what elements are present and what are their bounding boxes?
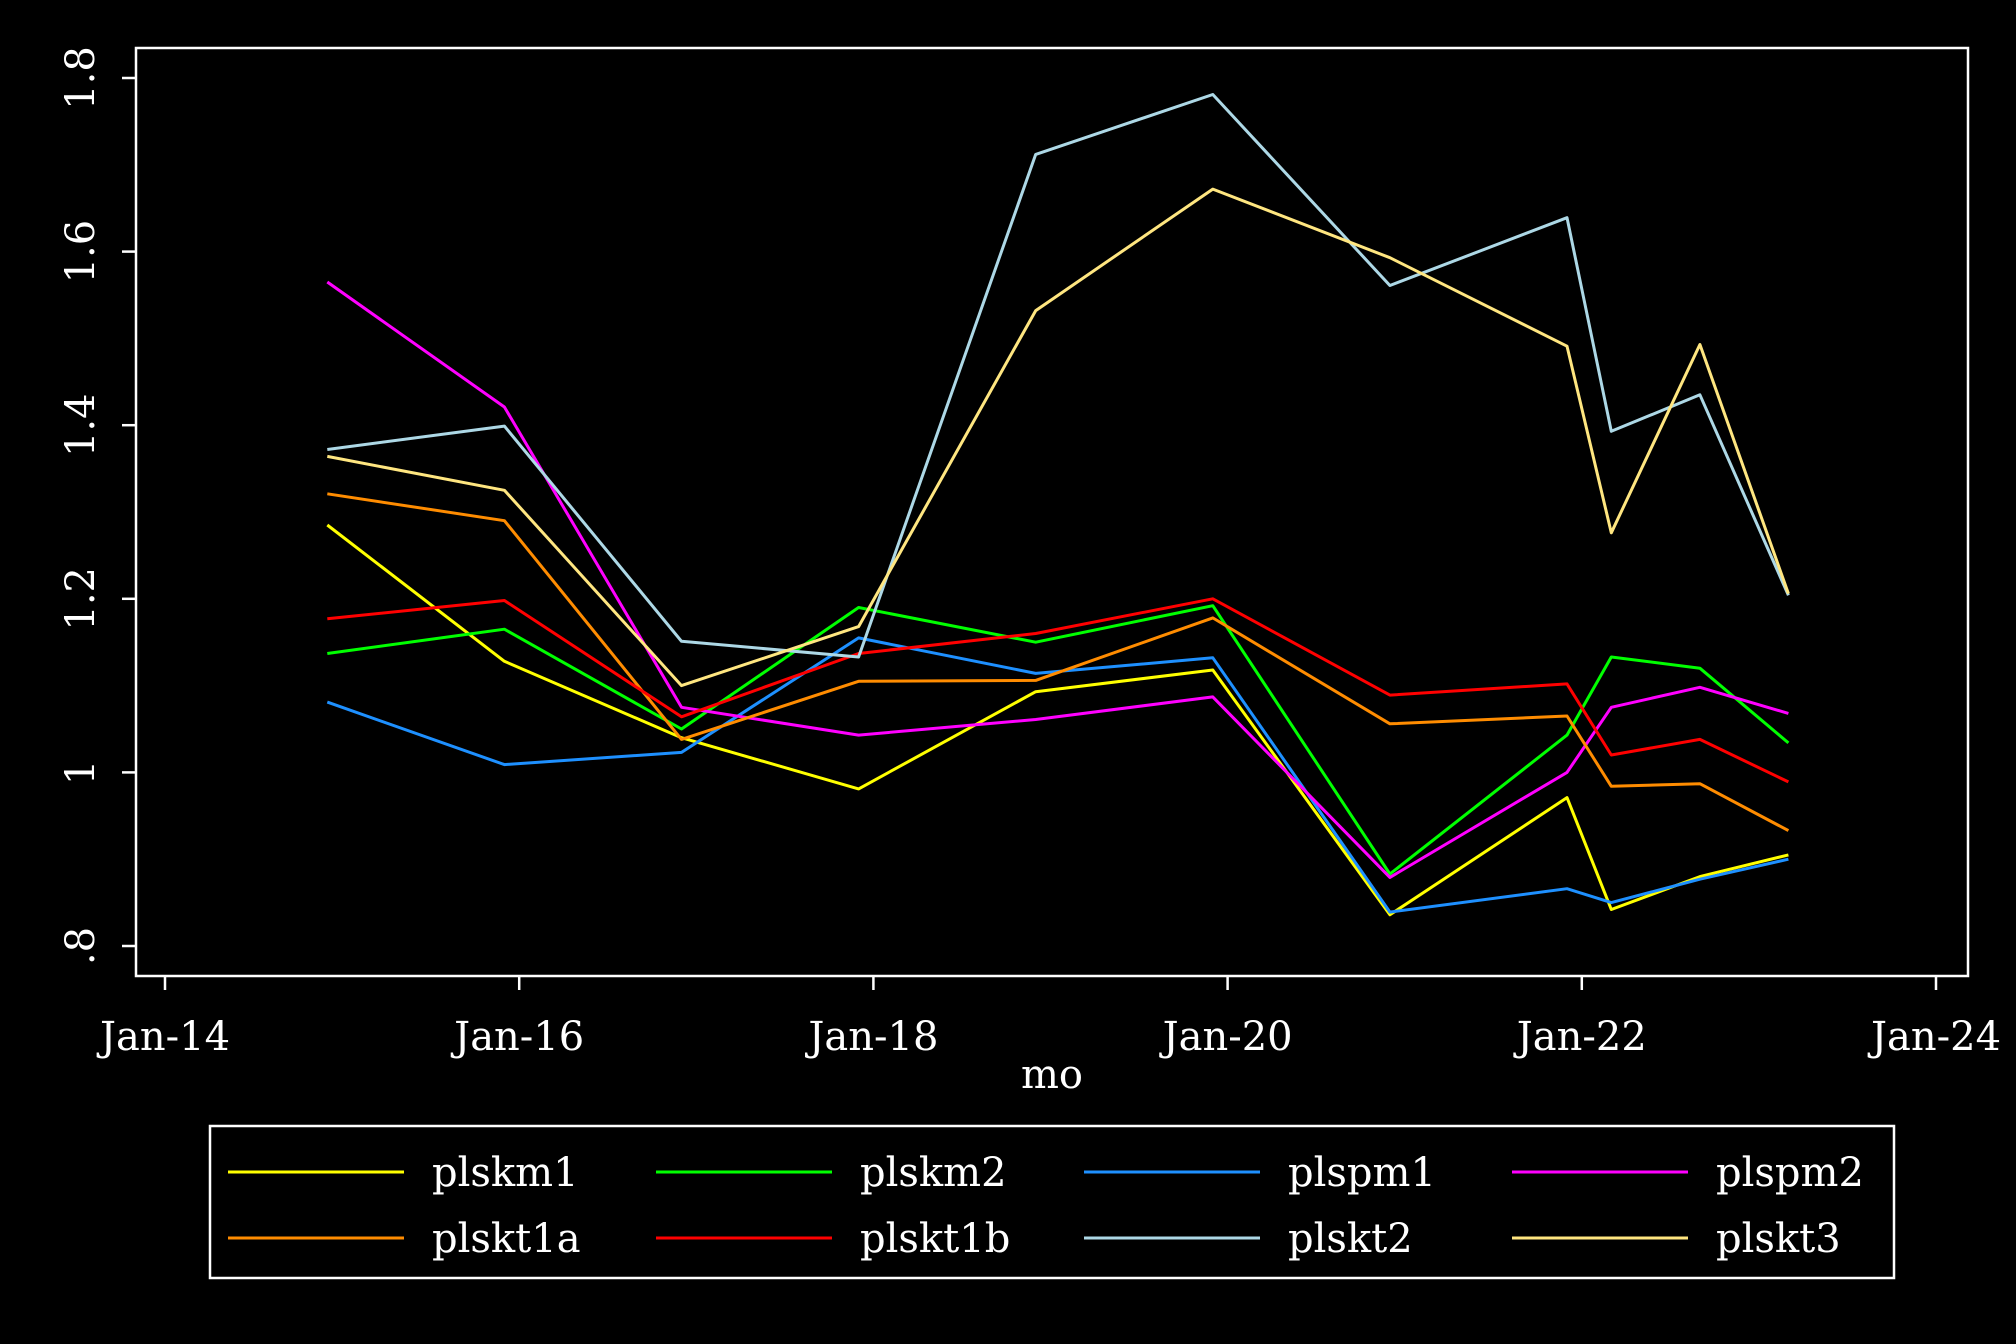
series-line-plskm2 bbox=[327, 604, 1790, 876]
legend-label-plskt1b: plskt1b bbox=[860, 1216, 1010, 1262]
x-tick-label: Jan-18 bbox=[804, 1014, 938, 1060]
y-axis: .8 1 1.2 1.4 1.6 1.8 bbox=[58, 46, 136, 965]
y-tick-label: 1.6 bbox=[58, 220, 104, 284]
x-tick-label: Jan-24 bbox=[1867, 1014, 2001, 1060]
legend-box bbox=[208, 1124, 1896, 1280]
series-line-plskt1b bbox=[327, 597, 1790, 784]
legend-label-plskm1: plskm1 bbox=[432, 1150, 579, 1196]
x-tick-label: Jan-14 bbox=[96, 1014, 230, 1060]
series-line-plskm1 bbox=[326, 523, 1789, 917]
y-tick-label: 1.2 bbox=[58, 567, 104, 631]
y-tick-label: 1 bbox=[58, 760, 104, 785]
plot-frame bbox=[134, 46, 1970, 978]
series-line-plspm2 bbox=[326, 280, 1789, 879]
series-line-plspm1 bbox=[326, 636, 1789, 914]
x-tick-label: Jan-22 bbox=[1513, 1014, 1647, 1060]
y-tick-label: 1.4 bbox=[58, 393, 104, 457]
legend-label-plspm2: plspm2 bbox=[1716, 1150, 1864, 1196]
legend-label-plskt1a: plskt1a bbox=[432, 1216, 581, 1262]
y-tick-label: 1.8 bbox=[58, 46, 104, 110]
legend-label-plskt2: plskt2 bbox=[1288, 1216, 1413, 1262]
legend-label-plspm1: plspm1 bbox=[1288, 1150, 1436, 1196]
legend-label-plskt3: plskt3 bbox=[1716, 1216, 1841, 1262]
legend-items: plskm1 plskm2 plspm1 plspm2 plskt1a plskt1b pl… bbox=[228, 1150, 1864, 1262]
series-line-plskt3 bbox=[327, 187, 1790, 688]
legend-label-plskm2: plskm2 bbox=[860, 1150, 1007, 1196]
x-axis-title: mo bbox=[1021, 1052, 1083, 1098]
series-line-plskt1a bbox=[327, 492, 1790, 832]
x-tick-label: Jan-16 bbox=[450, 1014, 584, 1060]
y-tick-label: .8 bbox=[58, 927, 104, 965]
series-line-plskt2 bbox=[327, 93, 1790, 659]
legend: plskm1 plskm2 plspm1 plspm2 plskt1a plskt1b pl… bbox=[208, 1124, 1896, 1280]
x-tick-label: Jan-20 bbox=[1159, 1014, 1293, 1060]
series-layer bbox=[326, 93, 1790, 917]
x-axis: Jan-14 Jan-16 Jan-18 Jan-20 Jan-22 Jan-24 bbox=[96, 976, 2001, 1060]
